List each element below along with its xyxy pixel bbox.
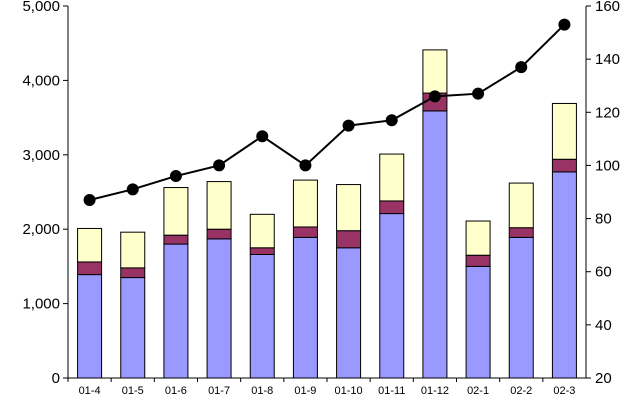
- x-tick-label: 01-9: [294, 385, 316, 397]
- right-tick-label: 60: [595, 264, 612, 281]
- bar-segment: [77, 227, 103, 263]
- bar-segment: [379, 200, 405, 215]
- bar-segment: [508, 227, 534, 238]
- bar-segment: [120, 267, 146, 279]
- bar-segment: [379, 153, 405, 202]
- line-point: [472, 87, 485, 100]
- line-point: [342, 119, 355, 132]
- x-tick-label: 01-4: [79, 385, 101, 397]
- bar-segment: [551, 171, 577, 379]
- line-point: [83, 193, 96, 206]
- x-tick-label: 01-8: [251, 385, 273, 397]
- right-tick-label: 40: [595, 317, 612, 334]
- x-tick-label: 02-2: [510, 385, 532, 397]
- left-tick-label: 1,000: [22, 296, 60, 313]
- bar-segment: [465, 254, 491, 267]
- bar-segment: [163, 243, 189, 379]
- right-tick-label: 80: [595, 211, 612, 228]
- bar-segment: [163, 234, 189, 245]
- bar-segment: [336, 184, 362, 232]
- x-tick-label: 01-7: [208, 385, 230, 397]
- bar-segment: [551, 102, 577, 160]
- line-point: [515, 61, 528, 74]
- axis-labels: 0 1,000 2,000 3,000 4,000 5,000 20 40 60 80 100 120…: [22, 0, 620, 397]
- bar-segment: [249, 247, 275, 255]
- bar-segment: [379, 213, 405, 379]
- left-tick-label: 4,000: [22, 72, 60, 89]
- line-path: [89, 23, 566, 201]
- x-tick-label: 02-3: [553, 385, 575, 397]
- x-tick-label: 01-12: [421, 385, 449, 397]
- bar-segment: [422, 110, 448, 379]
- bar-segment: [163, 187, 189, 236]
- bar-segment: [465, 265, 491, 379]
- bar-segment: [292, 236, 318, 379]
- line-point: [169, 170, 182, 183]
- bar-segment: [336, 247, 362, 379]
- bar-segment: [206, 238, 232, 379]
- left-tick-label: 0: [52, 370, 60, 387]
- line-point: [428, 90, 441, 103]
- line-point: [558, 18, 571, 31]
- bars: [77, 49, 577, 379]
- bar-segment: [120, 231, 146, 269]
- bar-segment: [292, 226, 318, 238]
- line-point: [299, 159, 312, 172]
- left-tick-label: 5,000: [22, 0, 60, 15]
- left-tick-label: 2,000: [22, 221, 60, 238]
- bar-segment: [336, 230, 362, 249]
- right-tick-label: 160: [595, 0, 620, 15]
- line-point: [213, 159, 226, 172]
- x-tick-label: 01-10: [335, 385, 363, 397]
- line-point: [256, 130, 269, 143]
- bar-segment: [508, 236, 534, 379]
- right-tick-label: 140: [595, 51, 620, 68]
- line-point: [385, 114, 398, 127]
- bar-segment: [508, 182, 534, 229]
- bar-segment: [249, 213, 275, 249]
- x-tick-label: 02-1: [467, 385, 489, 397]
- bar-segment: [422, 49, 448, 94]
- right-tick-label: 120: [595, 104, 620, 121]
- left-tick-label: 3,000: [22, 147, 60, 164]
- bar-segment: [292, 179, 318, 228]
- index-line: [83, 18, 571, 206]
- bar-segment: [206, 181, 232, 230]
- right-tick-label: 20: [595, 370, 612, 387]
- bar-segment: [249, 253, 275, 379]
- bar-segment: [551, 158, 577, 173]
- x-tick-label: 01-5: [122, 385, 144, 397]
- bar-segment: [206, 228, 232, 240]
- bar-segment: [465, 220, 491, 256]
- bar-segment: [77, 261, 103, 276]
- right-tick-label: 100: [595, 157, 620, 174]
- bar-segment: [120, 277, 146, 379]
- x-tick-label: 01-6: [165, 385, 187, 397]
- x-tick-label: 01-11: [378, 385, 405, 397]
- line-point: [126, 183, 139, 196]
- bar-segment: [77, 274, 103, 379]
- axes: [63, 5, 591, 382]
